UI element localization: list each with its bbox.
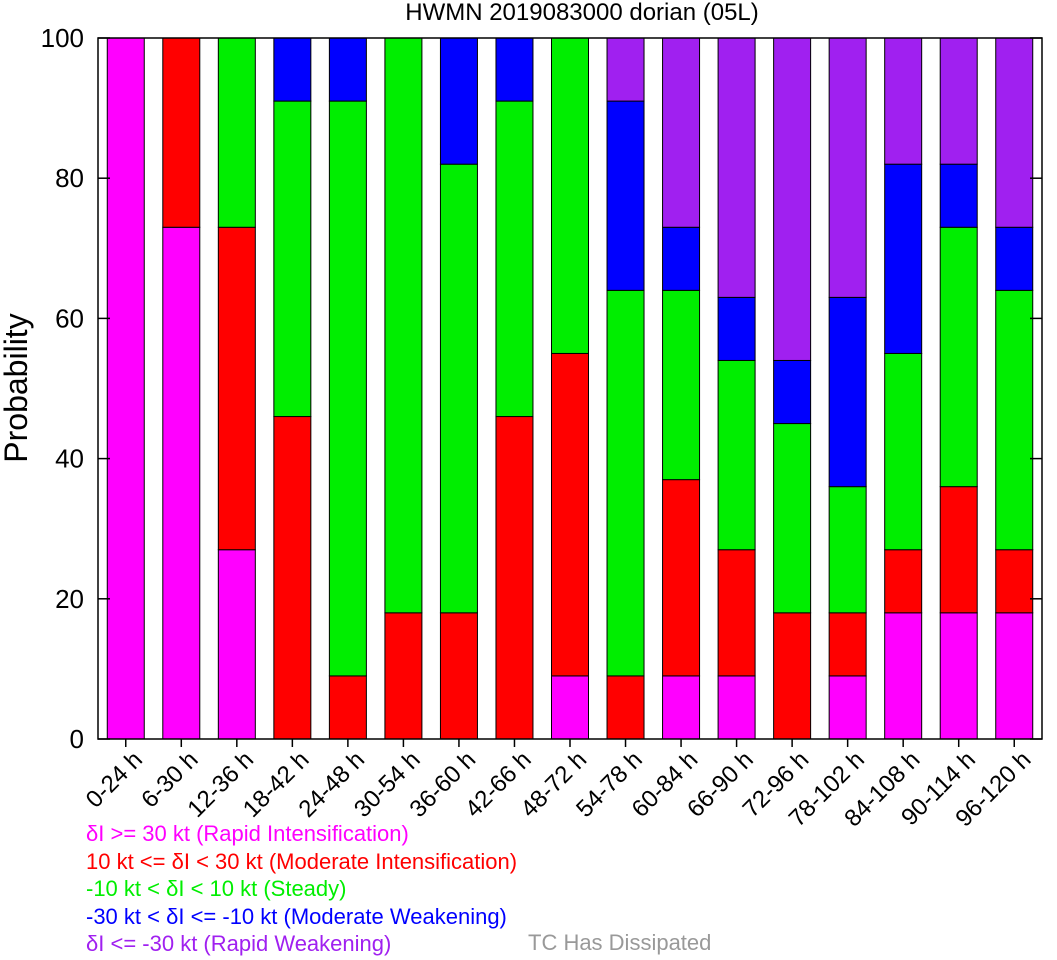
bar-segment bbox=[995, 549, 1034, 614]
bar-segment bbox=[717, 359, 756, 551]
bar-segment bbox=[773, 359, 812, 425]
bar-segment bbox=[328, 37, 367, 102]
legend-item-rapid-intensification: δI >= 30 kt (Rapid Intensification) bbox=[86, 821, 409, 846]
y-tick-label: 100 bbox=[41, 23, 84, 53]
bar-segment bbox=[884, 37, 923, 165]
bar-segment bbox=[884, 352, 923, 551]
legend-item-moderate-weakening: -30 kt < δI <= -10 kt (Moderate Weakenin… bbox=[86, 903, 507, 929]
bar-segment bbox=[884, 612, 923, 740]
bar-segment bbox=[606, 100, 645, 291]
bar-segment bbox=[217, 549, 256, 740]
axes-group bbox=[97, 37, 1043, 747]
bar-segment bbox=[662, 289, 701, 481]
bar-segment bbox=[939, 37, 978, 165]
bar-segment bbox=[551, 352, 589, 677]
bar-segment bbox=[717, 37, 756, 298]
bar-segment bbox=[606, 289, 645, 677]
bar-segment bbox=[995, 37, 1034, 228]
y-tick-label: 0 bbox=[70, 724, 84, 754]
y-tick-label: 80 bbox=[55, 163, 84, 193]
y-tick-label: 40 bbox=[55, 444, 84, 474]
legend: δI >= 30 kt (Rapid Intensification) 10 k… bbox=[86, 820, 517, 958]
bar-segment bbox=[717, 296, 756, 361]
legend-item-moderate-intensification: 10 kt <= δI < 30 kt (Moderate Intensific… bbox=[86, 848, 518, 874]
x-tick-label: 0-24 h bbox=[81, 746, 148, 813]
bar-segment bbox=[773, 612, 812, 740]
bar-segment bbox=[662, 37, 701, 228]
bar-segment bbox=[328, 675, 367, 740]
bar-segment bbox=[551, 37, 589, 354]
bar-segment bbox=[328, 100, 367, 677]
bar-segment bbox=[495, 100, 534, 418]
bar-segment bbox=[717, 549, 756, 677]
bars-group bbox=[106, 37, 1034, 740]
bar-segment bbox=[273, 37, 312, 102]
bar-segment bbox=[273, 100, 312, 418]
bar-segment bbox=[884, 549, 923, 614]
y-tick-label: 60 bbox=[55, 303, 84, 333]
bar-segment bbox=[217, 37, 256, 228]
bar-segment bbox=[606, 37, 645, 102]
bar-segment bbox=[495, 416, 534, 740]
chart-title: HWMN 2019083000 dorian (05L) bbox=[405, 0, 759, 26]
bar-segment bbox=[995, 226, 1034, 291]
bar-segment bbox=[773, 423, 812, 614]
bar-segment bbox=[162, 226, 201, 740]
bar-segment bbox=[995, 612, 1034, 740]
bar-segment bbox=[662, 675, 701, 740]
bar-segment bbox=[828, 296, 867, 488]
bar-segment bbox=[939, 612, 978, 740]
bar-segment bbox=[384, 612, 423, 740]
legend-item-rapid-weakening: δI <= -30 kt (Rapid Weakening) bbox=[86, 931, 392, 956]
bar-segment bbox=[939, 226, 978, 488]
bar-segment bbox=[162, 37, 201, 228]
bar-segment bbox=[828, 675, 867, 740]
bar-segment bbox=[828, 37, 867, 298]
bar-segment bbox=[439, 612, 478, 740]
bar-segment bbox=[717, 675, 756, 740]
bar-segment bbox=[439, 163, 478, 614]
y-tick-labels: 0 20 40 60 80 100 bbox=[41, 23, 84, 754]
bar-segment bbox=[884, 163, 923, 354]
y-tick-label: 20 bbox=[55, 584, 84, 614]
bar-segment bbox=[828, 486, 867, 614]
bar-segment bbox=[106, 37, 145, 740]
bar-segment bbox=[828, 612, 867, 677]
bar-segment bbox=[606, 675, 645, 740]
bar-segment bbox=[217, 226, 256, 551]
bar-segment bbox=[551, 675, 589, 740]
bar-segment bbox=[662, 479, 701, 677]
bar-segment bbox=[439, 37, 478, 165]
bar-segment bbox=[939, 163, 978, 228]
legend-item-steady: -10 kt < δI < 10 kt (Steady) bbox=[86, 876, 347, 901]
bar-segment bbox=[773, 37, 812, 361]
y-axis-label: Probability bbox=[0, 313, 34, 462]
bar-segment bbox=[495, 37, 534, 102]
bar-segment bbox=[662, 226, 701, 291]
legend-item-dissipated: TC Has Dissipated bbox=[528, 930, 712, 955]
bar-segment bbox=[995, 289, 1034, 551]
bar-segment bbox=[273, 416, 312, 740]
bar-segment bbox=[939, 486, 978, 614]
bar-segment bbox=[384, 37, 423, 614]
